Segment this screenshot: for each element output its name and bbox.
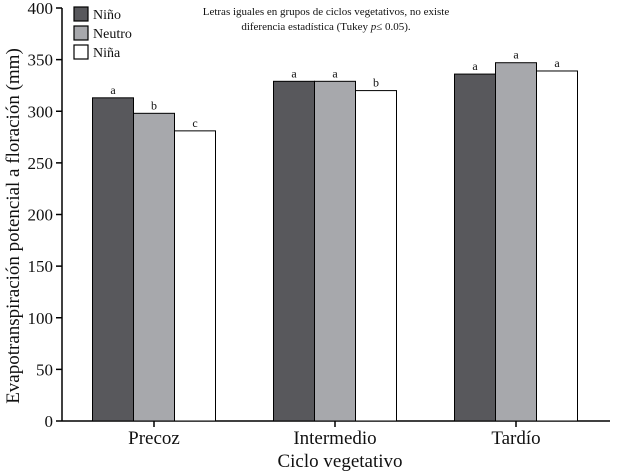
y-axis-label: Evapotranspiración potencial a floración… [3,48,24,404]
bar [454,73,496,422]
y-tick-label: 300 [28,102,54,121]
bar [495,62,537,422]
axes: 0 50 100 150 200 250 300 350 400 Precoz Intermedio… [28,0,610,449]
legend-label: Neutro [93,27,132,42]
x-axis-label: Ciclo vegetativo [277,451,402,471]
bar [174,130,216,422]
annotation-p-italic: p [370,21,377,33]
significance-letter: a [554,56,560,70]
significance-letter: a [291,66,297,80]
annotation-line-2-prefix: diferencia estadística (Tukey [241,21,370,33]
legend-swatch [73,25,89,41]
bar [536,70,578,422]
annotation-line-2: diferencia estadística (Tukey p≤ 0.05). [241,21,411,33]
legend: Niño Neutro Niña [73,6,132,61]
significance-letter: a [332,66,338,80]
significance-letter: a [513,48,519,62]
bar [133,112,175,422]
significance-letters: a b c a a b a a a [110,48,560,130]
significance-letter: c [192,116,197,130]
bar [273,80,315,422]
legend-swatch [73,44,89,60]
bar [92,97,134,422]
legend-label: Niña [93,46,121,61]
y-tick-label: 400 [28,0,54,18]
bars [92,62,578,422]
x-tick-label: Tardío [491,428,540,449]
annotation-line-2-suffix: ≤ 0.05). [376,21,411,33]
significance-letter: b [373,76,379,90]
x-tick-label: Intermedio [293,428,376,449]
annotation-line-1: Letras iguales en grupos de ciclos veget… [203,6,450,18]
significance-letter: a [472,59,478,73]
y-tick-label: 200 [28,206,54,225]
bar [314,80,356,422]
legend-label: Niño [93,8,121,23]
legend-swatch [73,6,89,22]
y-tick-label: 250 [28,154,54,173]
significance-letter: a [110,83,116,97]
y-tick-label: 0 [45,412,54,431]
y-tick-label: 150 [28,257,54,276]
y-tick-label: 100 [28,309,54,328]
annotation: Letras iguales en grupos de ciclos veget… [203,6,450,33]
y-tick-label: 50 [36,360,53,379]
significance-letter: b [151,98,157,112]
y-tick-label: 350 [28,51,54,70]
x-tick-label: Precoz [128,428,180,449]
bar [355,90,397,422]
